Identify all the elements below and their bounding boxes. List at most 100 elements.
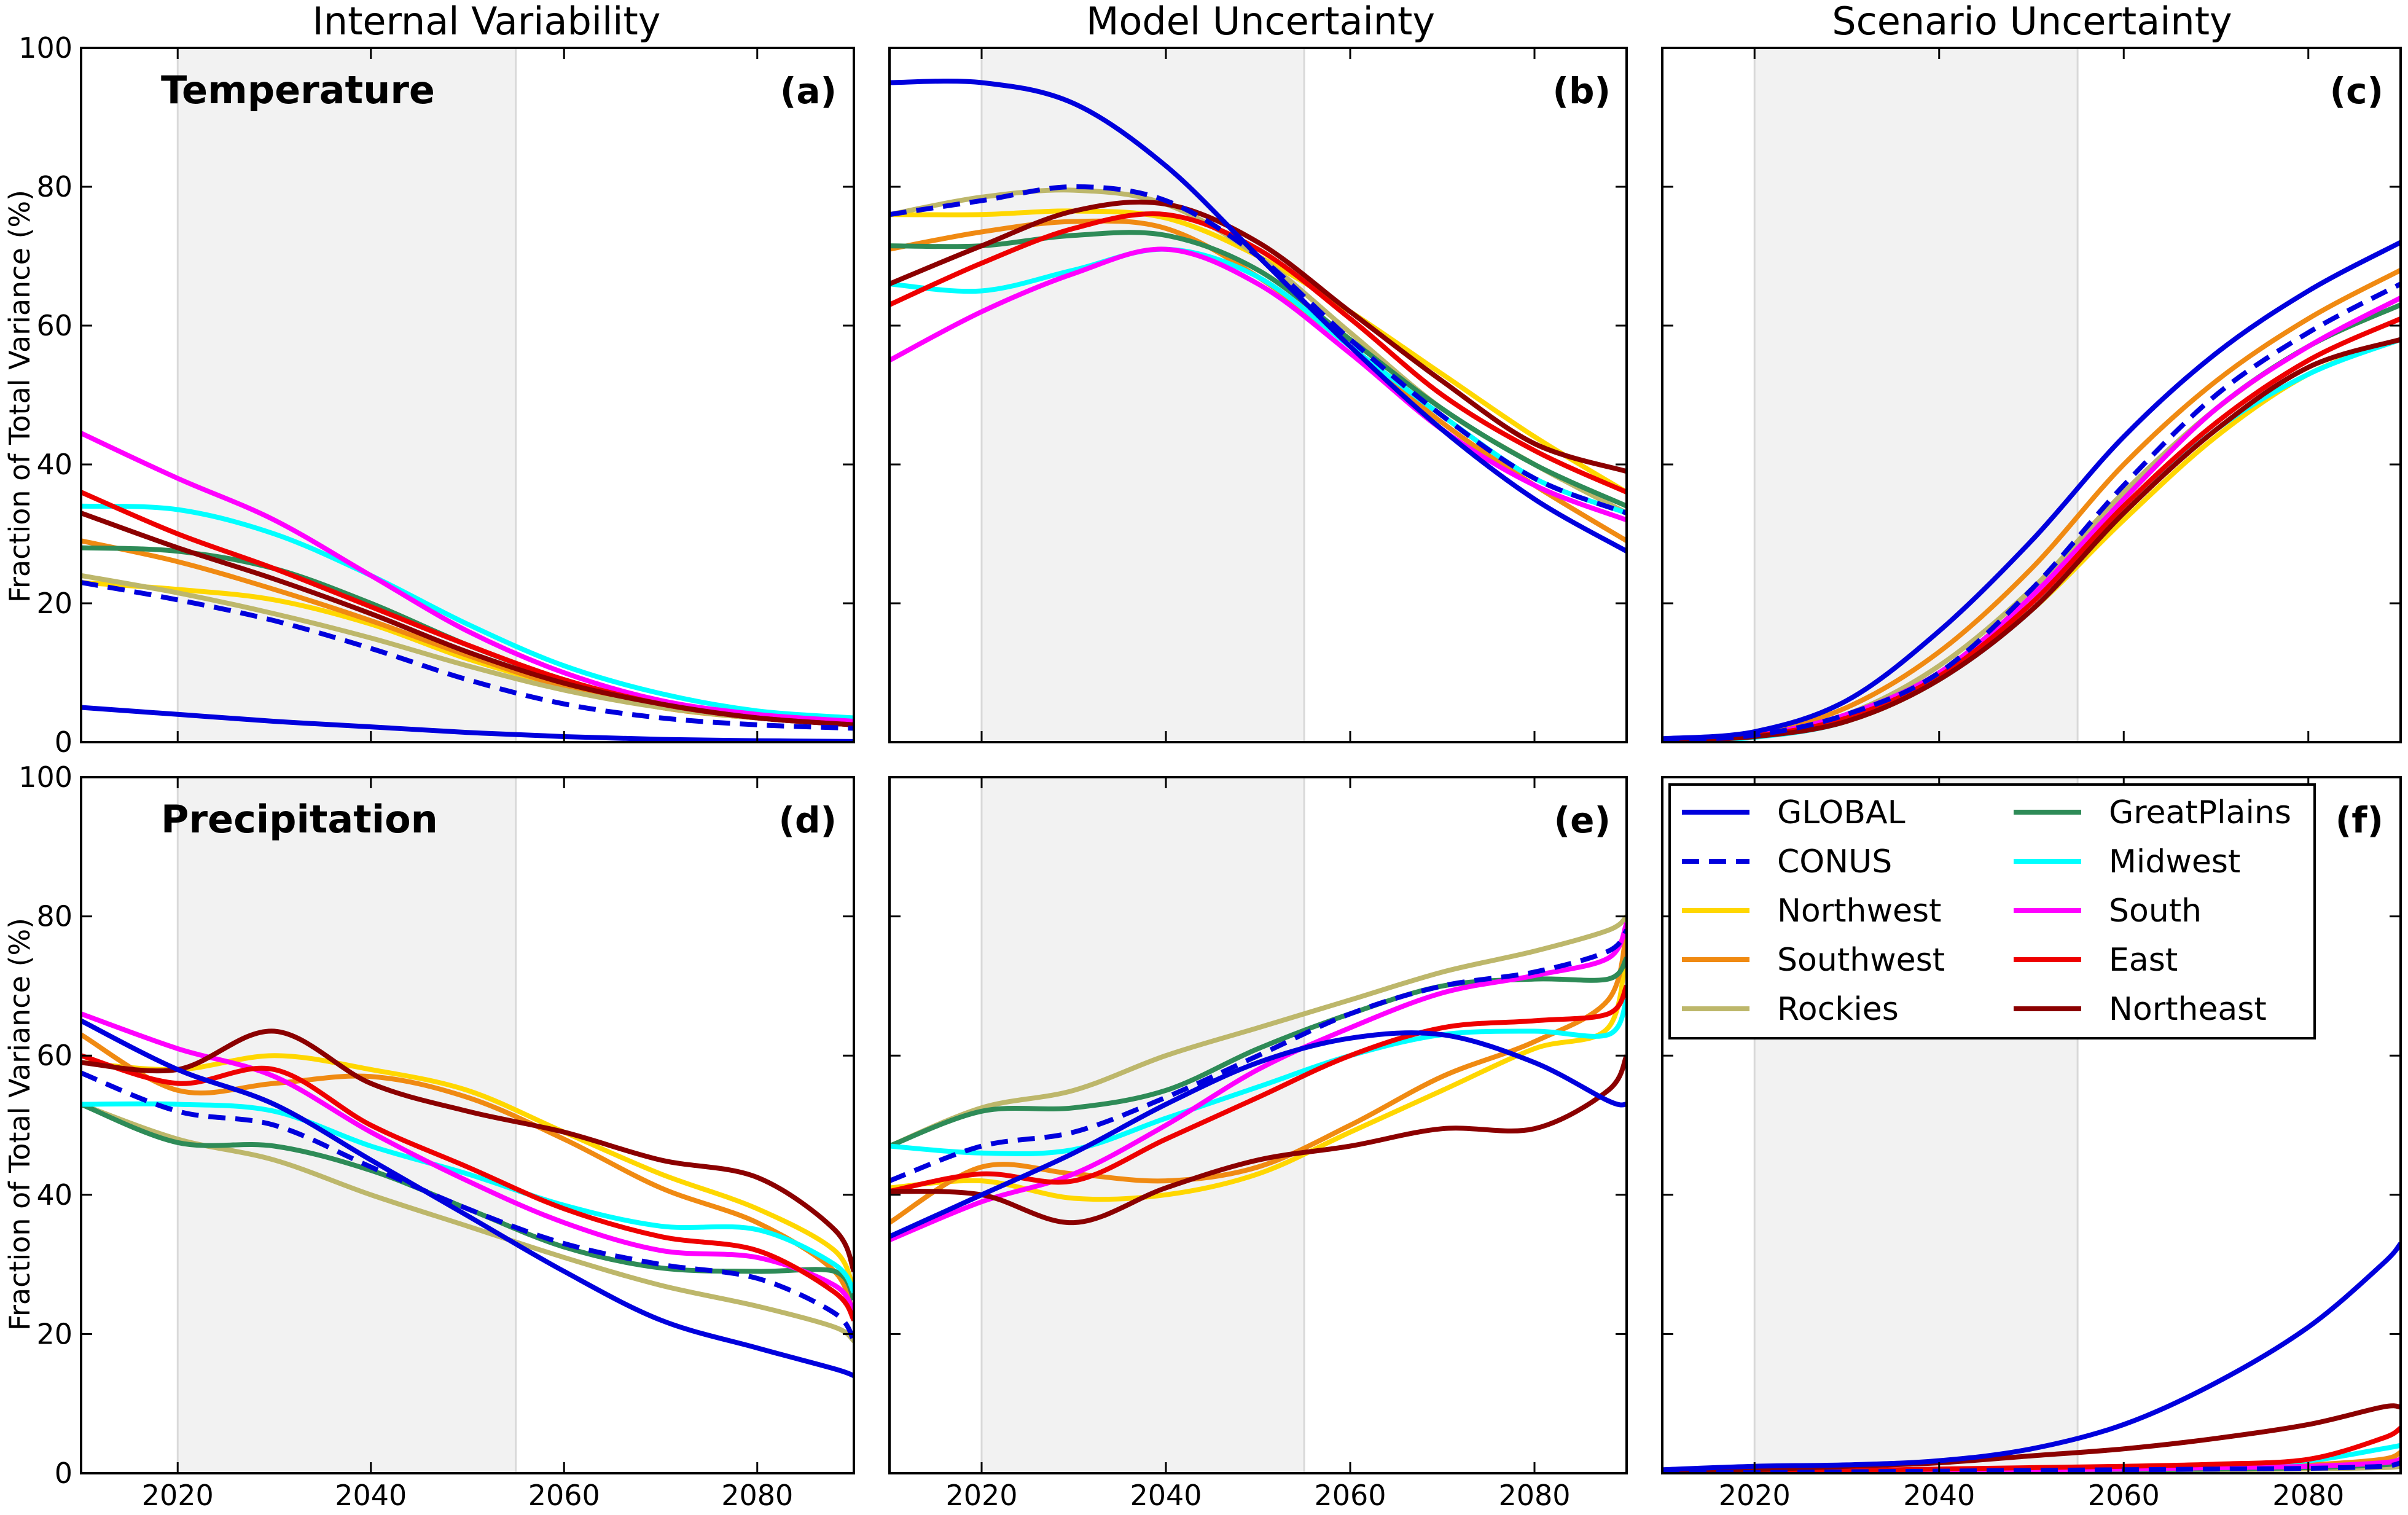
x-tick-label: 2020 <box>1719 1479 1791 1512</box>
legend-label: Northwest <box>1777 893 1941 930</box>
series-line-southwest <box>1662 268 2401 742</box>
x-tick-label: 2020 <box>945 1479 1017 1512</box>
series-line-conus <box>81 1070 854 1342</box>
series-line-global <box>1662 1242 2401 1473</box>
y-axis-label-bottom: Fraction of Total Variance (%) <box>3 918 36 1331</box>
series-line-midwest <box>889 998 1627 1156</box>
series-line-global <box>889 79 1627 554</box>
axes-frame <box>888 47 1628 743</box>
legend-label: CONUS <box>1777 844 1892 880</box>
legend-box <box>1668 783 2316 1039</box>
column-title-scenario-uncertainty: Scenario Uncertainty <box>1832 0 2232 44</box>
series-line-northeast <box>1662 337 2401 742</box>
legend-label: Rockies <box>1777 991 1899 1028</box>
legend-entry-conus: CONUS <box>1682 844 1892 880</box>
axes-frame <box>80 47 855 743</box>
series-line-northeast <box>889 1054 1627 1226</box>
y-tick-label: 40 <box>36 1178 72 1212</box>
series-line-midwest <box>81 503 854 721</box>
y-tick-label: 80 <box>36 170 72 203</box>
series-lines <box>81 431 854 742</box>
series-line-conus <box>1662 281 2401 742</box>
legend-entry-midwest: Midwest <box>2014 844 2240 880</box>
y-tick-label: 0 <box>55 1457 72 1490</box>
series-lines <box>81 1011 854 1379</box>
series-line-northeast <box>889 199 1627 474</box>
legend-entry-south: South <box>2014 893 2202 930</box>
legend-entry-northwest: Northwest <box>1682 893 1941 930</box>
legend-entry-global: GLOBAL <box>1682 794 1906 831</box>
legend-label: Midwest <box>2109 844 2240 880</box>
series-line-midwest <box>81 1101 854 1294</box>
series-line-northeast <box>1662 1403 2401 1473</box>
series-line-south <box>81 1011 854 1315</box>
y-tick-label: 100 <box>18 761 72 794</box>
y-tick-label: 60 <box>36 309 72 342</box>
x-tick-label: 2080 <box>1498 1479 1570 1512</box>
series-line-greatplains <box>889 956 1627 1149</box>
x-tick-label: 2020 <box>142 1479 214 1512</box>
series-line-rockies <box>81 1102 854 1343</box>
y-tick-label: 60 <box>36 1039 72 1072</box>
x-tick-label: 2060 <box>2088 1479 2160 1512</box>
y-axis-label-top: Fraction of Total Variance (%) <box>3 190 36 603</box>
series-line-global <box>1662 240 2401 742</box>
legend-entry-southwest: Southwest <box>1682 942 1945 979</box>
x-tick-label: 2060 <box>1314 1479 1386 1512</box>
panel-label-e: (e) <box>1554 799 1611 841</box>
shaded-period <box>1754 48 2078 742</box>
panel-a: 0 20 40 60 80 100 <box>18 31 855 759</box>
series-line-south <box>889 246 1627 523</box>
legend-label: GLOBAL <box>1777 794 1906 831</box>
series-line-northeast <box>81 1028 854 1273</box>
x-tick-label: 2080 <box>2272 1479 2344 1512</box>
series-line-global <box>889 1030 1627 1239</box>
series-line-conus <box>889 928 1627 1183</box>
x-tick-label: 2040 <box>335 1479 407 1512</box>
shaded-period <box>982 48 1304 742</box>
axes-frame <box>1661 47 2402 743</box>
panel-label-c: (c) <box>2330 70 2383 112</box>
panel-label-a: (a) <box>780 70 837 112</box>
series-line-rockies <box>889 914 1627 1149</box>
series-line-global <box>81 705 854 742</box>
x-tick-label: 2040 <box>1903 1479 1975 1512</box>
series-line-greatplains <box>889 230 1627 509</box>
legend: GLOBAL CONUS Northwest Southwest Rockies Grea… <box>1668 783 2316 1039</box>
series-line-east <box>81 1053 854 1321</box>
legend-label: Northeast <box>2109 991 2267 1028</box>
legend-entry-northeast: Northeast <box>2014 991 2267 1028</box>
axes-frame <box>1661 776 2402 1474</box>
series-line-conus <box>81 580 854 731</box>
panel-label-b: (b) <box>1552 70 1611 112</box>
shaded-period <box>178 777 516 1473</box>
legend-items: GLOBAL CONUS Northwest Southwest Rockies Grea… <box>1682 794 2291 1028</box>
legend-label: GreatPlains <box>2109 794 2291 831</box>
column-title-model-uncertainty: Model Uncertainty <box>1086 0 1435 44</box>
panel-e: 2020 2040 2060 2080 <box>888 776 1628 1512</box>
axes-frame <box>888 776 1628 1474</box>
series-line-south <box>81 431 854 724</box>
series-line-global <box>81 1018 854 1379</box>
shaded-period <box>178 48 516 742</box>
series-lines <box>889 914 1627 1243</box>
row-title-temperature: Temperature <box>161 68 435 112</box>
y-tick-label: 20 <box>36 587 72 620</box>
x-tick-label: 2080 <box>721 1479 793 1512</box>
y-tick-label: 40 <box>36 448 72 481</box>
y-tick-label: 100 <box>18 31 72 65</box>
y-tick-label: 0 <box>55 726 72 759</box>
axes-frame <box>80 776 855 1474</box>
x-tick-label: 2060 <box>528 1479 600 1512</box>
legend-entry-greatplains: GreatPlains <box>2014 794 2291 831</box>
legend-entry-east: East <box>2014 942 2178 979</box>
series-line-south <box>889 922 1627 1243</box>
row-title-precipitation: Precipitation <box>161 797 438 842</box>
series-line-conus <box>1662 1460 2401 1473</box>
series-line-northeast <box>81 511 854 727</box>
y-tick-label: 20 <box>36 1317 72 1350</box>
panel-label-f: (f) <box>2336 799 2383 841</box>
